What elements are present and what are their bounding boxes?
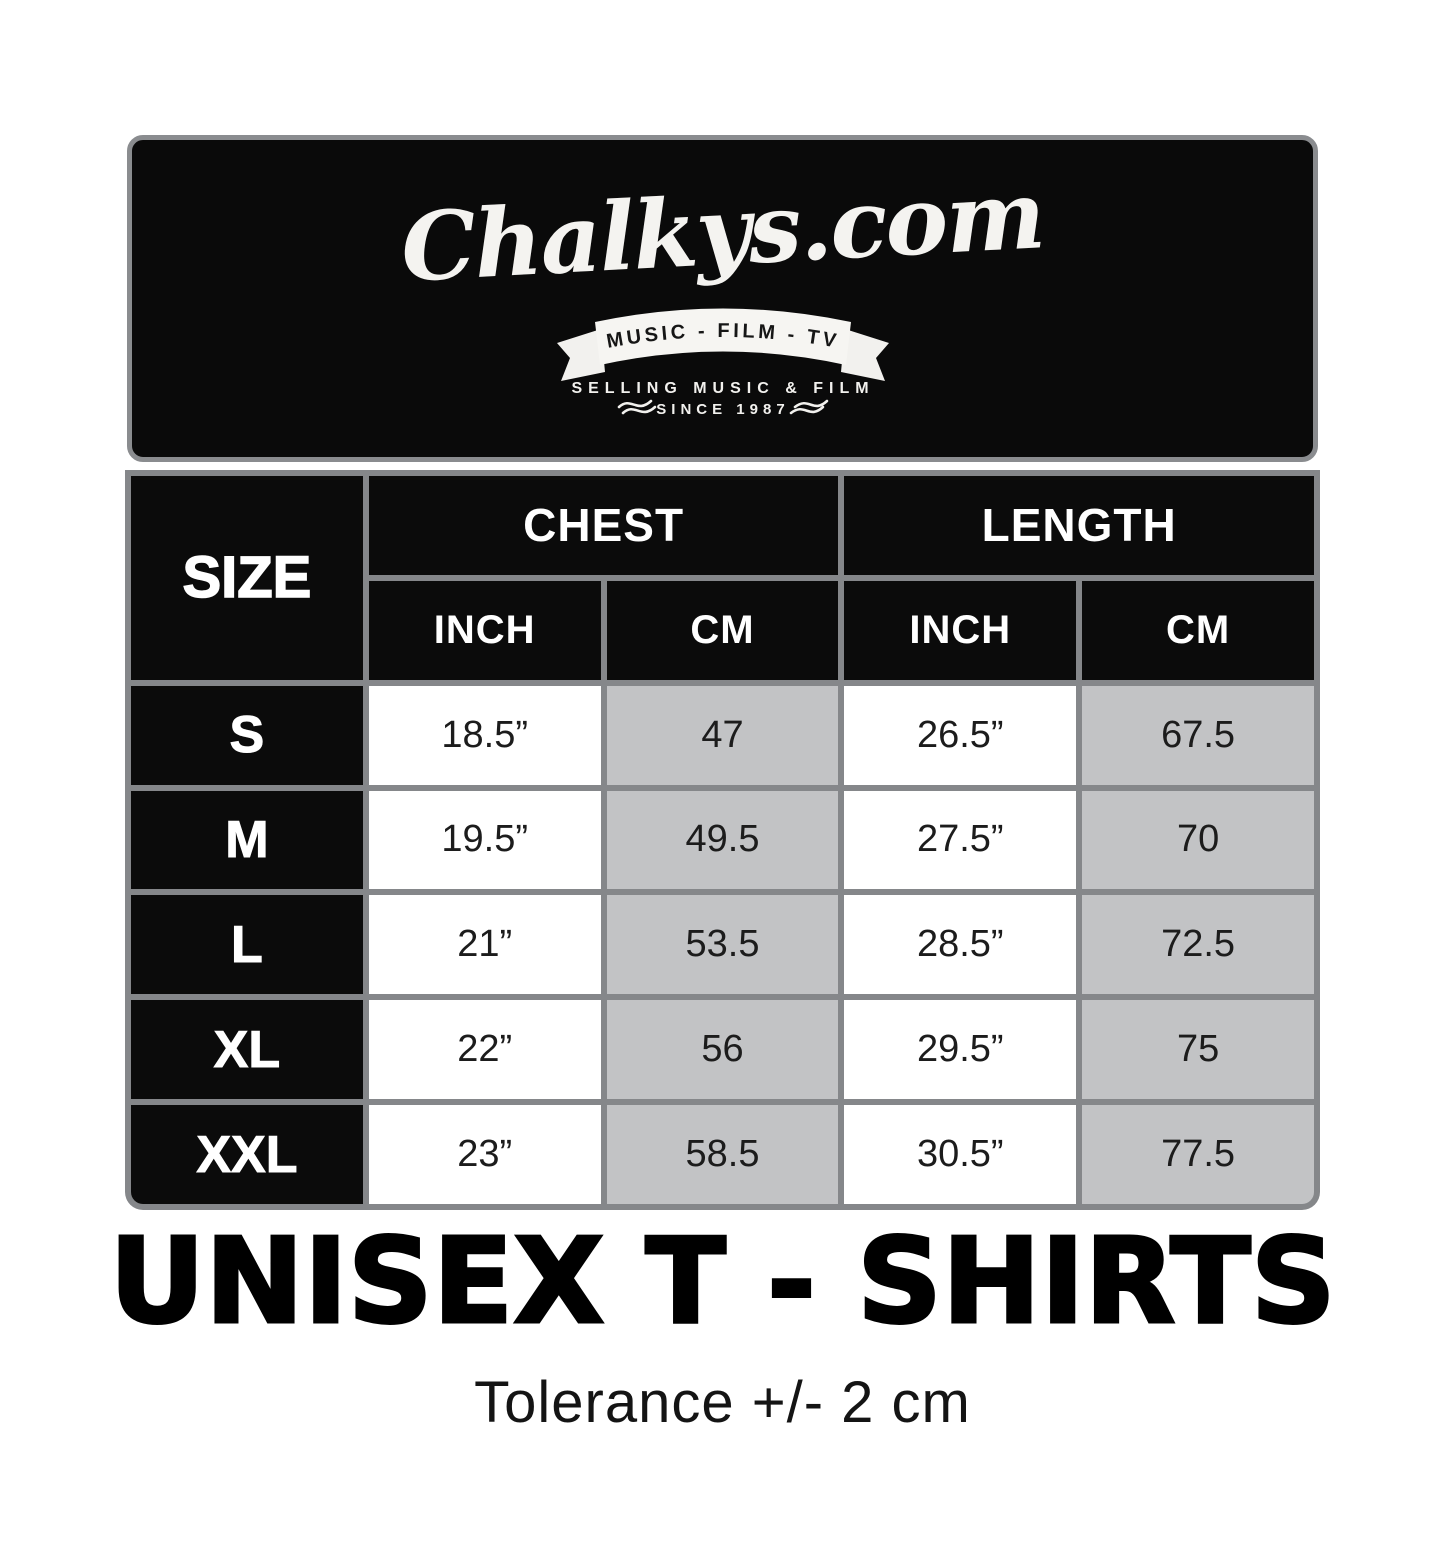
right-flourish-icon	[789, 399, 828, 414]
subheader-length-inch: INCH	[844, 580, 1077, 680]
cell-m-length-cm: 70	[1082, 790, 1314, 890]
brand-logo-text: Chalkys.com	[398, 159, 1047, 304]
page-title: UNISEX T - SHIRTS	[108, 1212, 1337, 1350]
cell-m-chest-cm: 49.5	[606, 790, 839, 890]
cell-s-length-inch: 26.5”	[844, 685, 1077, 785]
cell-s-chest-cm: 47	[606, 685, 839, 785]
cell-s-chest-inch: 18.5”	[368, 685, 601, 785]
row-label-s: S	[131, 685, 363, 785]
cell-xl-length-inch: 29.5”	[844, 1000, 1077, 1100]
ribbon-left-tail-icon	[556, 328, 605, 381]
ribbon-right-tail-icon	[840, 328, 889, 381]
brand-header-card: Chalkys.com MUSIC - FILM - TV SELLING MU…	[127, 135, 1318, 462]
column-header-length: LENGTH	[844, 476, 1314, 575]
left-flourish-icon	[617, 399, 656, 414]
row-label-xxl: XXL	[131, 1105, 363, 1204]
cell-xxl-chest-cm: 58.5	[606, 1105, 839, 1204]
subheader-chest-inch: INCH	[368, 580, 601, 680]
column-header-size: SIZE	[131, 476, 363, 680]
ribbon-band-icon	[594, 308, 851, 365]
row-label-l: L	[131, 895, 363, 995]
subheader-length-cm: CM	[1082, 580, 1314, 680]
cell-m-chest-inch: 19.5”	[368, 790, 601, 890]
column-header-chest: CHEST	[368, 476, 839, 575]
cell-m-length-inch: 27.5”	[844, 790, 1077, 890]
size-table: SIZE CHEST LENGTH INCH CM INCH CM S 18.5…	[125, 470, 1320, 1210]
row-label-xl: XL	[131, 1000, 363, 1100]
since-text: SINCE 1987	[656, 401, 789, 418]
row-label-m: M	[131, 790, 363, 890]
subheader-chest-cm: CM	[606, 580, 839, 680]
cell-l-chest-inch: 21”	[368, 895, 601, 995]
tolerance-note: Tolerance +/- 2 cm	[474, 1370, 971, 1435]
cell-xl-length-cm: 75	[1082, 1000, 1314, 1100]
ribbon-banner: MUSIC - FILM - TV SELLING MUSIC & FILM S…	[556, 308, 889, 418]
cell-xl-chest-inch: 22”	[368, 1000, 601, 1100]
cell-l-length-inch: 28.5”	[844, 895, 1077, 995]
cell-l-length-cm: 72.5	[1082, 895, 1314, 995]
cell-xxl-chest-inch: 23”	[368, 1105, 601, 1204]
cell-xl-chest-cm: 56	[606, 1000, 839, 1100]
tagline-text: SELLING MUSIC & FILM	[571, 380, 874, 397]
cell-xxl-length-inch: 30.5”	[844, 1105, 1077, 1204]
cell-s-length-cm: 67.5	[1082, 685, 1314, 785]
cell-xxl-length-cm: 77.5	[1082, 1105, 1314, 1204]
cell-l-chest-cm: 53.5	[606, 895, 839, 995]
